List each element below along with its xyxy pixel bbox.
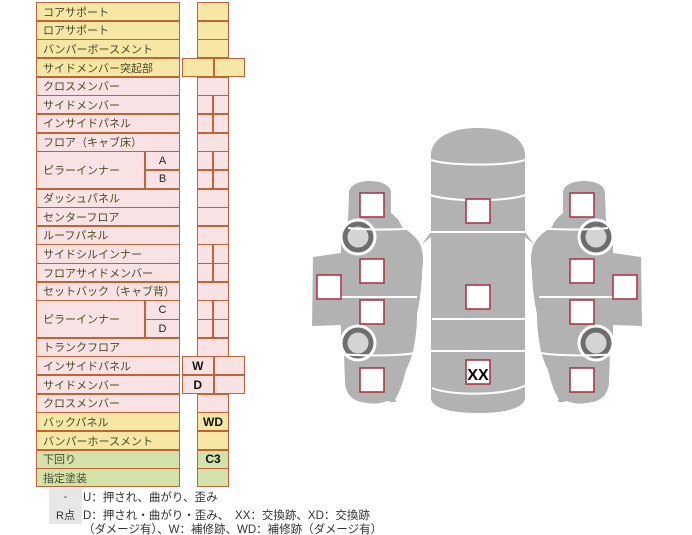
svg-text:XX: XX [467, 367, 489, 384]
